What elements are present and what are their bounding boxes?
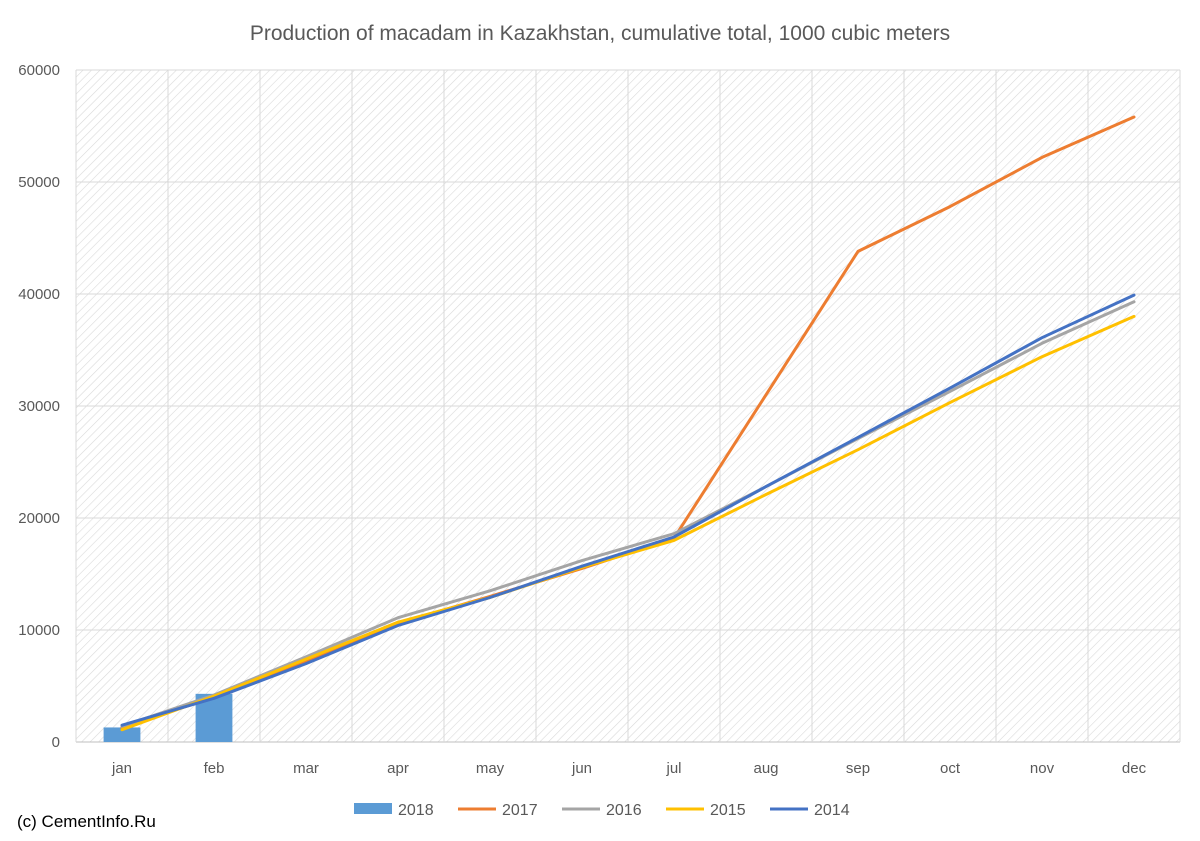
y-tick-label: 0 (52, 734, 60, 751)
legend-label-2018: 2018 (398, 802, 434, 819)
y-axis-tick-labels: 0 10000 20000 30000 40000 50000 60000 (18, 62, 60, 751)
y-tick-label: 60000 (18, 62, 60, 79)
line-series (120, 115, 1136, 732)
legend-label-2015: 2015 (710, 802, 746, 819)
legend-swatch-2018 (354, 803, 392, 814)
x-axis-tick-labels: jan feb mar apr may jun jul aug sep oct nov dec (111, 760, 1147, 777)
x-tick-label: dec (1122, 760, 1147, 777)
y-tick-label: 50000 (18, 174, 60, 191)
x-tick-label: jan (111, 760, 132, 777)
x-tick-label: may (476, 760, 505, 777)
x-tick-label: apr (387, 760, 409, 777)
legend: 2018 2017 2016 2015 2014 (354, 802, 850, 819)
credit-text: (c) CementInfo.Ru (17, 812, 156, 831)
x-tick-label: oct (940, 760, 961, 777)
y-tick-label: 10000 (18, 622, 60, 639)
series-line-2015 (120, 314, 1136, 732)
bar-2018-jan (103, 727, 141, 742)
gridlines (75, 69, 1181, 743)
legend-label-2016: 2016 (606, 802, 642, 819)
x-tick-label: mar (293, 760, 319, 777)
legend-label-2014: 2014 (814, 802, 850, 819)
y-tick-label: 30000 (18, 398, 60, 415)
y-tick-label: 40000 (18, 286, 60, 303)
x-tick-label: nov (1030, 760, 1055, 777)
x-tick-label: jun (571, 760, 592, 777)
chart-title: Production of macadam in Kazakhstan, cum… (250, 22, 950, 45)
x-tick-label: feb (204, 760, 225, 777)
x-tick-label: aug (753, 760, 778, 777)
x-tick-label: jul (665, 760, 681, 777)
series-line-2014 (120, 293, 1136, 727)
series-line-2016 (120, 300, 1136, 728)
y-tick-label: 20000 (18, 510, 60, 527)
legend-label-2017: 2017 (502, 802, 538, 819)
x-tick-label: sep (846, 760, 870, 777)
